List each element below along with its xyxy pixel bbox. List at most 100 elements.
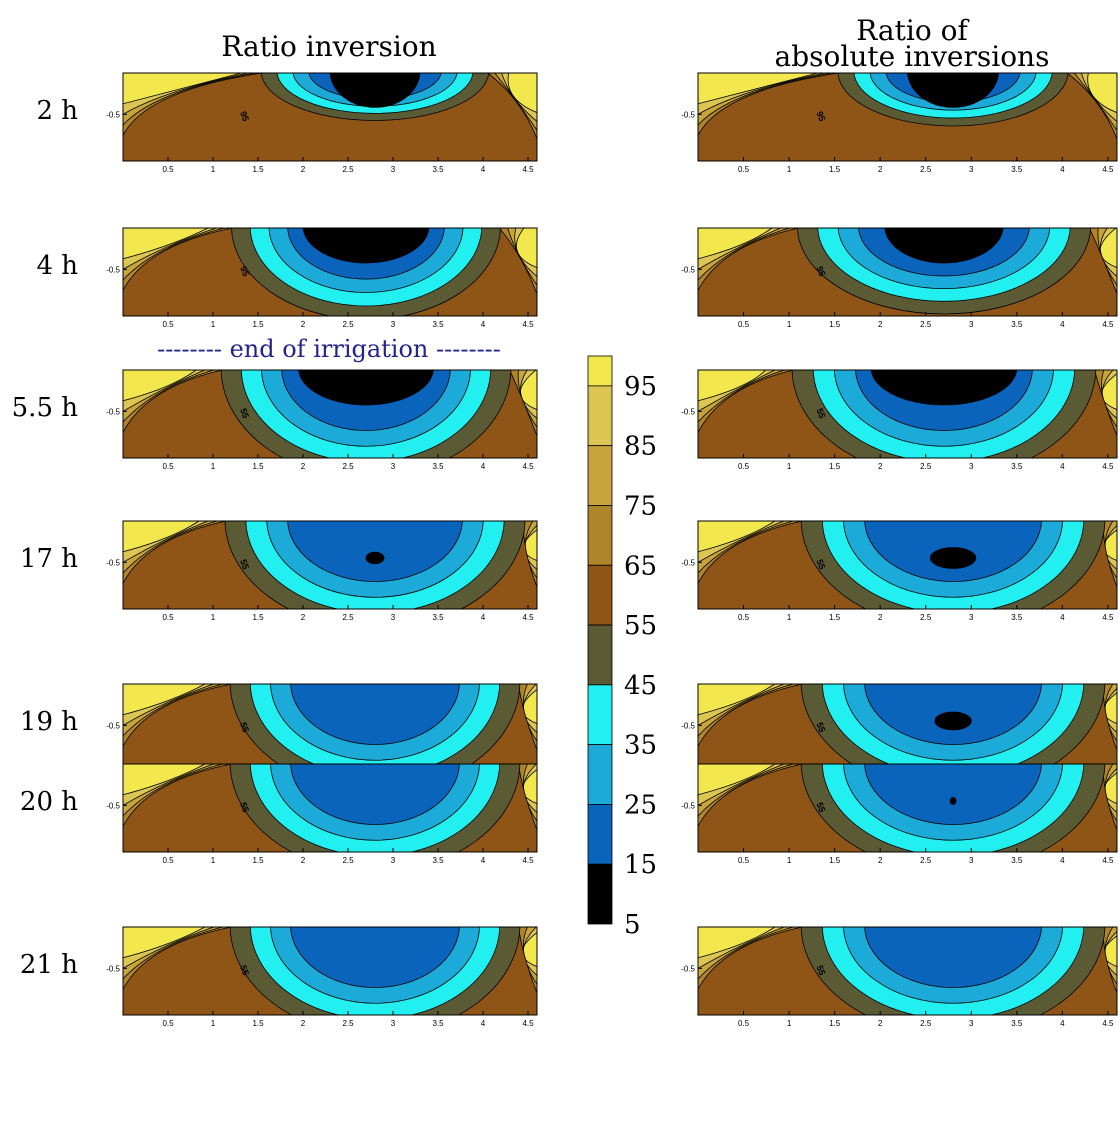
row-time-label: 17 h xyxy=(20,544,78,574)
x-tick-label: 2 xyxy=(301,613,306,622)
colorbar-band xyxy=(587,505,613,566)
contour-panel-left: 95 -0.5 0.5 1 1.5 2 2.5 3 3.5 4 4.5 xyxy=(106,72,538,174)
row-time-label: 2 h xyxy=(36,96,78,126)
colorbar-band xyxy=(587,445,613,506)
y-tick-label: -0.5 xyxy=(681,558,695,567)
panel-frame xyxy=(697,369,1118,459)
x-tick-label: 4.5 xyxy=(1102,462,1114,471)
x-tick-label: 4 xyxy=(1060,165,1065,174)
y-tick-label: -0.5 xyxy=(106,558,120,567)
contour-label: 55 xyxy=(238,801,251,814)
x-tick-label: 1 xyxy=(211,613,216,622)
x-tick-label: 0.5 xyxy=(162,613,174,622)
x-tick-label: 1 xyxy=(787,320,792,329)
x-tick-label: 2 xyxy=(878,165,883,174)
x-tick-label: 0.5 xyxy=(738,856,750,865)
x-tick-label: 1 xyxy=(211,320,216,329)
x-tick-label: 0.5 xyxy=(738,613,750,622)
colorbar-tick-label: 75 xyxy=(624,491,657,521)
x-tick-label: 3 xyxy=(969,613,974,622)
x-tick-label: 3.5 xyxy=(1011,613,1023,622)
contour-core xyxy=(298,370,434,406)
x-tick-label: 3.5 xyxy=(1011,320,1023,329)
x-tick-label: 4 xyxy=(481,462,486,471)
x-tick-label: 3 xyxy=(391,856,396,865)
colorbar-tick-label: 25 xyxy=(624,790,657,820)
y-tick-label: -0.5 xyxy=(106,964,120,973)
x-tick-label: 4.5 xyxy=(522,165,534,174)
panel-frame xyxy=(122,520,538,610)
x-tick-label: 3 xyxy=(391,320,396,329)
x-tick-label: 2.5 xyxy=(920,462,932,471)
x-tick-label: 3.5 xyxy=(1011,462,1023,471)
x-tick-label: 1 xyxy=(787,613,792,622)
x-tick-label: 3.5 xyxy=(432,1019,444,1028)
x-tick-label: 2.5 xyxy=(920,613,932,622)
irrigation-note: -------- end of irrigation -------- xyxy=(157,335,501,363)
contour-label: 55 xyxy=(815,964,828,977)
x-tick-label: 4.5 xyxy=(1102,856,1114,865)
contour-core xyxy=(329,73,421,108)
contour-label: 55 xyxy=(238,558,251,571)
contour-band xyxy=(864,927,1042,988)
right-column-title-line2: absolute inversions xyxy=(775,40,1050,73)
contour-band xyxy=(290,684,460,745)
row-time-label: 20 h xyxy=(20,787,78,817)
x-tick-label: 3.5 xyxy=(1011,1019,1023,1028)
contour-panel-right: 95 -0.5 0.5 1 1.5 2 2.5 3 3.5 4 4.5 xyxy=(681,227,1118,329)
x-tick-label: 3 xyxy=(969,165,974,174)
x-tick-label: 4.5 xyxy=(522,462,534,471)
colorbar-band xyxy=(587,564,613,626)
x-tick-label: 3.5 xyxy=(432,613,444,622)
contour-band xyxy=(287,521,463,582)
x-tick-label: 2 xyxy=(301,165,306,174)
x-tick-label: 3 xyxy=(391,462,396,471)
y-tick-label: -0.5 xyxy=(106,721,120,730)
x-tick-label: 1 xyxy=(211,165,216,174)
x-tick-label: 0.5 xyxy=(162,1019,174,1028)
x-tick-label: 3 xyxy=(391,1019,396,1028)
y-tick-label: -0.5 xyxy=(681,110,695,119)
colorbar-band xyxy=(587,355,613,387)
colorbar-tick-label: 55 xyxy=(624,611,657,641)
x-tick-label: 1 xyxy=(211,856,216,865)
contour-core xyxy=(907,73,999,108)
x-tick-label: 2 xyxy=(301,856,306,865)
contour-panel-right: 55 -0.5 0.5 1 1.5 2 2.5 3 3.5 4 4.5 xyxy=(681,369,1118,471)
colorbar-tick-label: 5 xyxy=(624,910,641,940)
x-tick-label: 3.5 xyxy=(432,320,444,329)
colorbar-band xyxy=(587,684,613,746)
x-tick-label: 2 xyxy=(301,1019,306,1028)
x-tick-label: 4 xyxy=(481,613,486,622)
x-tick-label: 2.5 xyxy=(342,165,354,174)
contour-core xyxy=(934,711,972,731)
x-tick-label: 1.5 xyxy=(252,613,264,622)
x-tick-label: 3 xyxy=(969,856,974,865)
contour-label: 55 xyxy=(815,801,828,814)
x-tick-label: 4 xyxy=(1060,1019,1065,1028)
contour-core xyxy=(929,547,977,569)
contour-label: 55 xyxy=(238,721,251,734)
x-tick-label: 2 xyxy=(301,462,306,471)
x-tick-label: 1 xyxy=(787,462,792,471)
colorbar-tick-label: 85 xyxy=(624,432,657,462)
x-tick-label: 1.5 xyxy=(829,165,841,174)
contour-core xyxy=(365,551,385,565)
x-tick-label: 3 xyxy=(969,462,974,471)
x-tick-label: 3.5 xyxy=(432,462,444,471)
x-tick-label: 1.5 xyxy=(829,320,841,329)
x-tick-label: 4 xyxy=(1060,320,1065,329)
x-tick-label: 0.5 xyxy=(162,462,174,471)
y-tick-label: -0.5 xyxy=(106,265,120,274)
contour-core xyxy=(884,228,1004,264)
x-tick-label: 3 xyxy=(969,320,974,329)
x-tick-label: 2 xyxy=(878,856,883,865)
x-tick-label: 3 xyxy=(969,1019,974,1028)
x-tick-label: 2.5 xyxy=(920,856,932,865)
contour-label: 95 xyxy=(238,265,251,278)
x-tick-label: 3.5 xyxy=(432,856,444,865)
contour-label: 95 xyxy=(815,110,828,123)
colorbar-tick-label: 45 xyxy=(624,671,657,701)
contour-band xyxy=(290,764,460,825)
